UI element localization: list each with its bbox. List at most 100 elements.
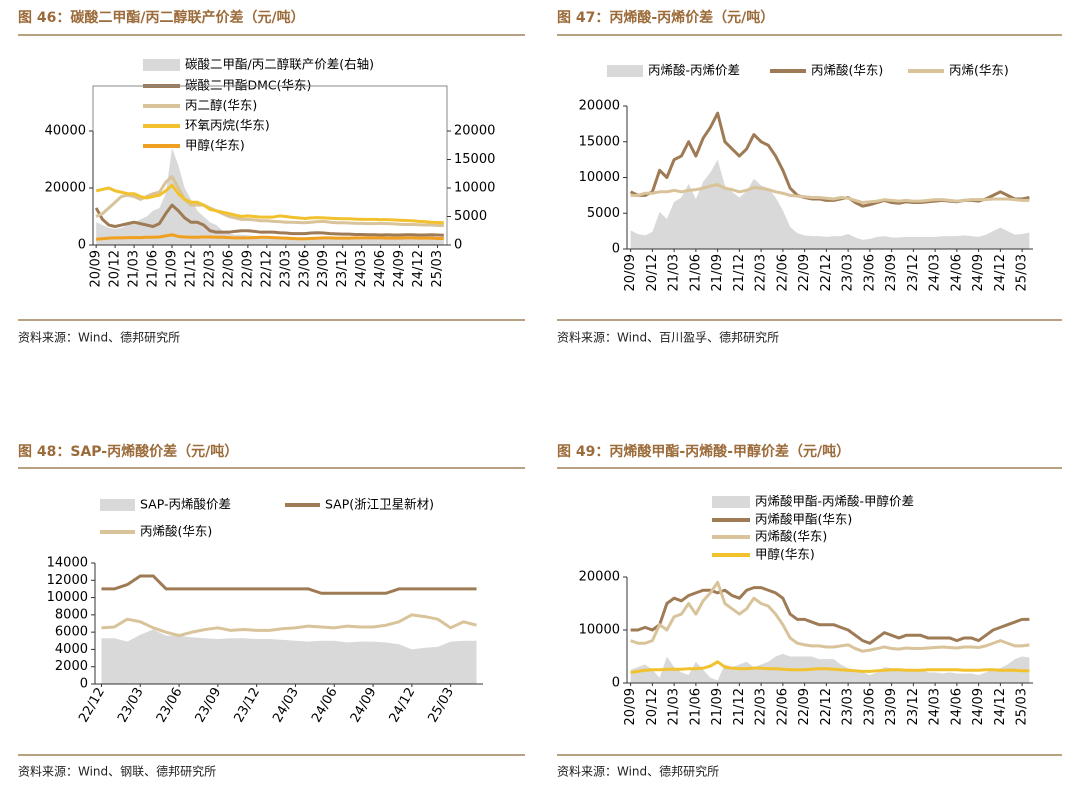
x-tick-label: 24/03 [354,250,369,287]
legend-label: 丙烯酸甲酯-丙烯酸-甲醇价差 [755,494,914,509]
x-tick-label: 23/12 [906,254,921,291]
x-tick-label: 21/12 [732,688,747,725]
y-tick-label: 8000 [55,607,88,622]
x-tick-label: 23/12 [906,688,921,725]
y-tick-label: 5000 [587,206,620,221]
line [94,203,444,237]
x-tick-label: 24/09 [971,254,986,291]
x-tick-label: 23/09 [193,685,225,725]
x-tick-label: 22/12 [259,250,274,287]
y-tick-label: 0 [612,242,620,257]
legend-label: 丙烯酸(华东) [755,529,827,544]
x-tick-label: 20/12 [645,688,660,725]
x-tick-label: 23/09 [884,688,899,725]
x-tick-label: 23/09 [884,254,899,291]
y-tick-label: 0 [80,677,88,692]
x-tick-label: 24/12 [411,250,426,287]
y-tick-label: 10000 [579,170,620,185]
y-tick-label: 40000 [45,124,86,139]
x-tick-label: 24/03 [928,254,943,291]
y2-tick-label: 0 [454,238,462,253]
line [101,613,477,638]
x-tick-label: 21/03 [127,250,142,287]
x-tick-label: 24/09 [392,250,407,287]
x-tick-label: 21/12 [183,250,198,287]
y2-tick-label: 10000 [454,181,495,196]
y-tick-label: 4000 [55,642,88,657]
x-tick-label: 23/03 [278,250,293,287]
x-tick-label: 22/09 [797,254,812,291]
y2-tick-label: 20000 [454,124,495,139]
x-tick-label: 23/06 [154,685,186,725]
x-tick-label: 20/09 [89,250,104,287]
y-tick-label: 12000 [47,573,88,588]
x-tick-label: 23/03 [841,254,856,291]
legend-swatch [143,59,180,71]
x-tick-label: 24/06 [949,254,964,291]
chart-title: 图 46：碳酸二甲酯/丙二醇联产价差（元/吨） [18,9,305,26]
x-tick-label: 21/06 [688,254,703,291]
legend-label: 甲醇(华东) [755,547,815,562]
x-tick-label: 21/03 [667,688,682,725]
x-tick-label: 23/12 [231,685,263,725]
x-tick-label: 25/03 [1015,254,1030,291]
x-tick-label: 21/09 [710,254,725,291]
line [95,175,444,228]
legend-label: 丙烯酸(华东) [811,63,883,78]
x-tick-label: 24/06 [949,688,964,725]
source: 资料来源：Wind、德邦研究所 [557,764,719,779]
x-tick-label: 24/12 [387,685,419,725]
chart-title: 图 48：SAP-丙烯酸价差（元/吨） [18,443,238,460]
line [630,586,1030,645]
x-tick-label: 23/06 [862,254,877,291]
x-tick-label: 21/12 [732,254,747,291]
x-tick-label: 25/03 [425,685,457,725]
legend-label: 甲醇(华东) [185,138,245,153]
legend-label: 丙烯(华东) [949,63,1009,78]
x-tick-label: 20/09 [623,254,638,291]
x-tick-label: 24/06 [373,250,388,287]
y-tick-label: 20000 [45,181,86,196]
x-tick-label: 24/03 [270,685,302,725]
y-tick-label: 20000 [579,570,620,585]
x-tick-label: 22/03 [754,688,769,725]
line [101,574,477,595]
chart-title: 图 47：丙烯酸-丙烯价差（元/吨） [557,9,774,26]
x-tick-label: 20/12 [108,250,123,287]
x-tick-label: 23/03 [841,688,856,725]
line [630,580,1030,653]
y-tick-label: 10000 [579,623,620,638]
chart-panel: 图 46：碳酸二甲酯/丙二醇联产价差（元/吨） 资料来源：Wind、德邦研究所 碳酸… [18,9,525,345]
legend-label: 环氧丙烷(华东) [185,118,270,133]
x-tick-label: 24/09 [348,685,380,725]
y-tick-label: 15000 [579,134,620,149]
x-tick-label: 24/06 [309,685,341,725]
source: 资料来源：Wind、百川盈孚、德邦研究所 [557,330,779,345]
legend-label: 丙烯酸-丙烯价差 [648,63,740,78]
x-tick-label: 23/06 [297,250,312,287]
x-tick-label: 21/09 [710,688,725,725]
area [630,159,1030,249]
x-tick-label: 22/09 [240,250,255,287]
chart-title: 图 49：丙烯酸甲酯-丙烯酸-甲醇价差（元/吨） [557,443,850,460]
source: 资料来源：Wind、德邦研究所 [18,330,180,345]
x-tick-label: 22/06 [221,250,236,287]
x-tick-label: 22/09 [797,688,812,725]
chart-panel: 图 49：丙烯酸甲酯-丙烯酸-甲醇价差（元/吨） 资料来源：Wind、德邦研究所 丙… [557,443,1062,779]
source: 资料来源：Wind、钢联、德邦研究所 [18,764,216,779]
y-tick-label: 14000 [47,556,88,571]
x-tick-label: 21/03 [667,254,682,291]
x-tick-label: 20/09 [623,688,638,725]
x-tick-label: 24/03 [928,688,943,725]
legend-label: 丙烯酸甲酯(华东) [755,512,852,527]
x-tick-label: 22/12 [819,254,834,291]
y-tick-label: 0 [78,238,86,253]
line [630,660,1030,674]
area [101,629,477,684]
legend-label: 丙二醇(华东) [185,98,257,113]
x-tick-label: 24/12 [993,254,1008,291]
x-tick-label: 23/03 [115,685,147,725]
legend-label: 丙烯酸(华东) [140,524,212,539]
x-tick-label: 24/12 [993,688,1008,725]
